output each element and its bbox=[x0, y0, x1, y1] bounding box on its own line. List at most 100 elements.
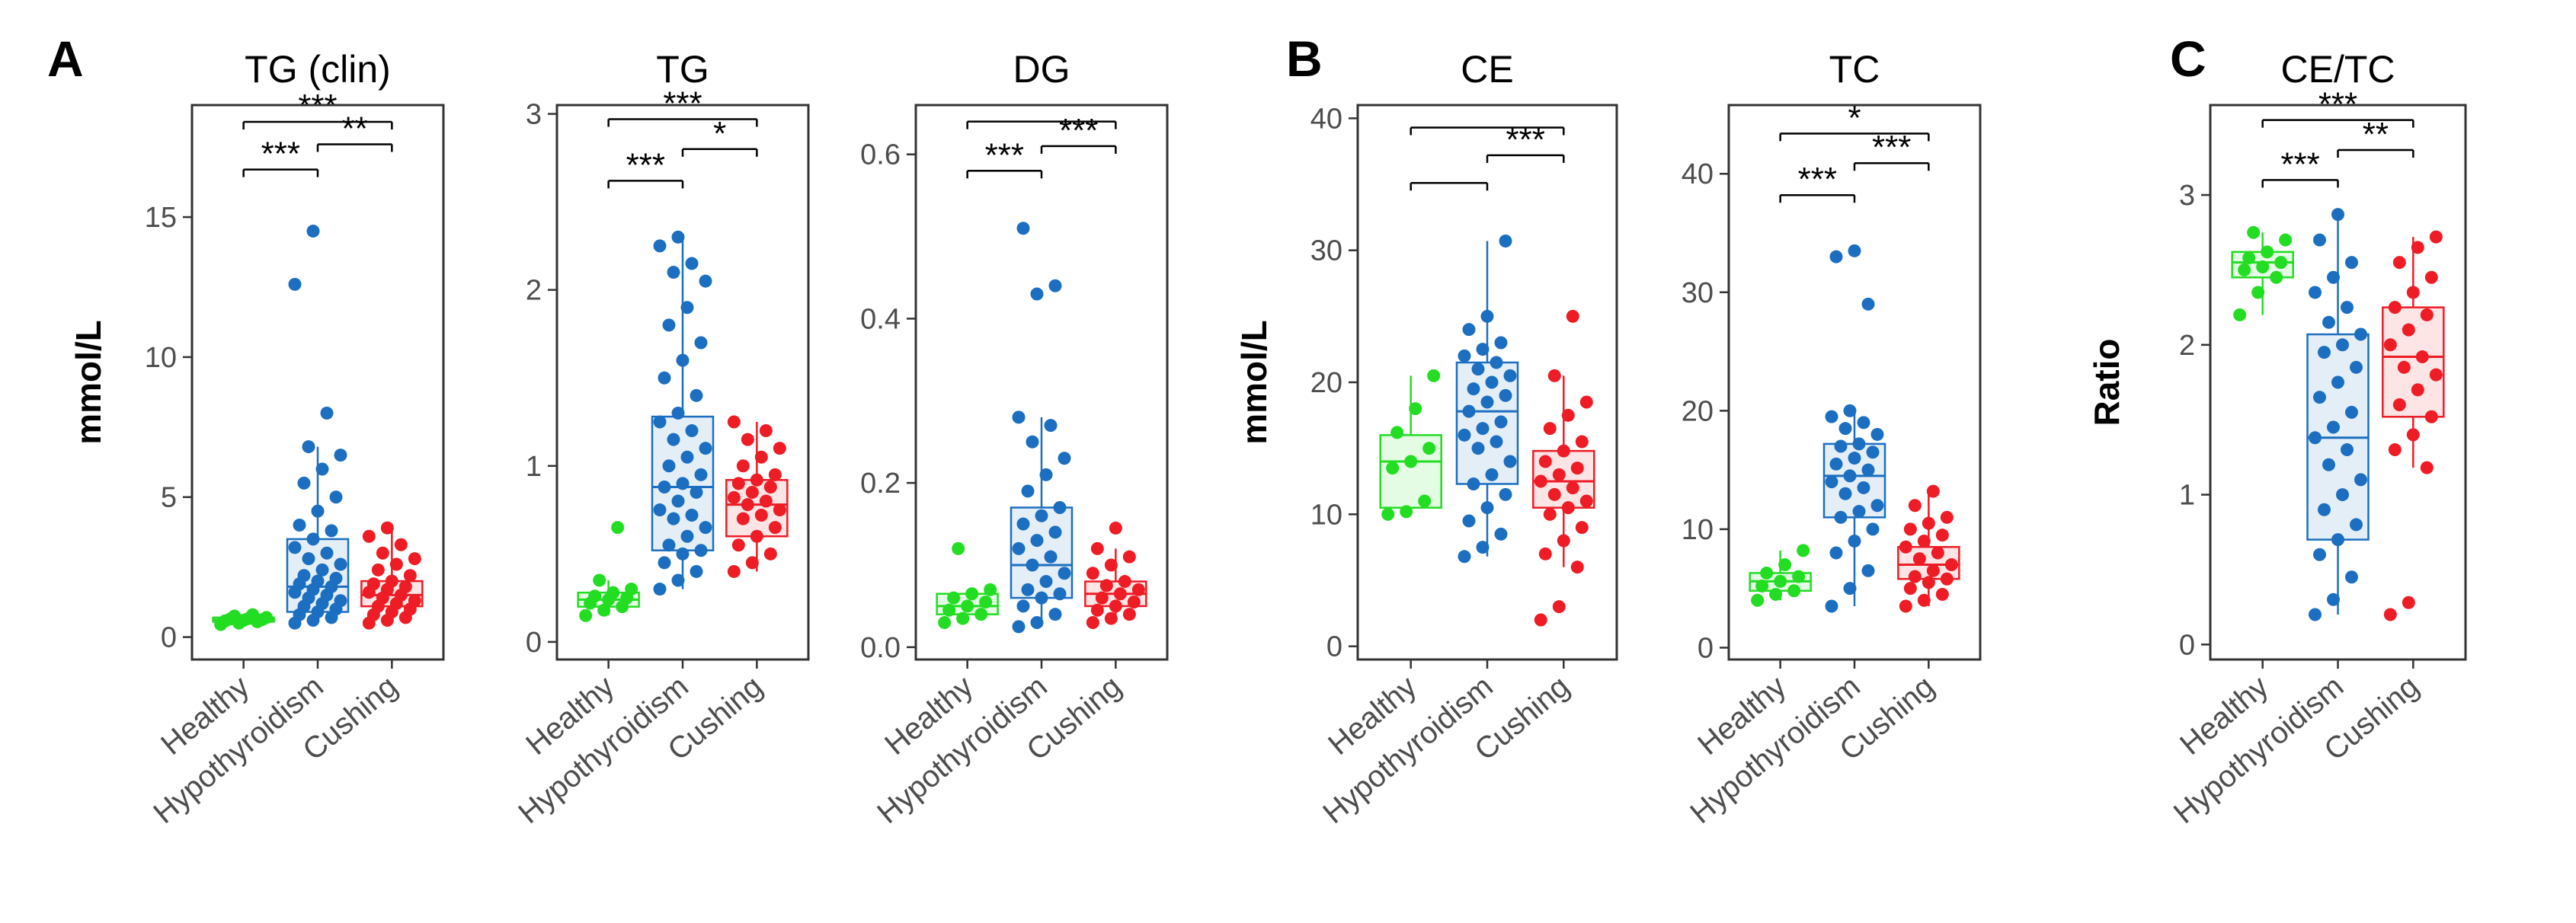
data-point-cushing bbox=[1935, 529, 1949, 542]
data-point-cushing bbox=[1547, 369, 1561, 382]
data-point-hypothyroidism bbox=[1476, 343, 1490, 356]
data-point-hypothyroidism bbox=[667, 433, 680, 446]
data-point-hypothyroidism bbox=[1829, 457, 1843, 471]
data-point-hypothyroidism bbox=[1499, 235, 1512, 248]
data-point-cushing bbox=[1922, 516, 1935, 530]
data-point-healthy bbox=[1755, 580, 1769, 593]
data-point-healthy bbox=[2274, 256, 2288, 270]
data-point-cushing bbox=[1557, 444, 1570, 458]
data-point-hypothyroidism bbox=[2345, 405, 2358, 419]
data-point-cushing bbox=[2402, 323, 2415, 337]
data-point-hypothyroidism bbox=[1852, 505, 1866, 519]
data-point-healthy bbox=[260, 611, 274, 624]
data-point-hypothyroidism bbox=[1458, 550, 1471, 564]
significance-label: * bbox=[713, 115, 726, 152]
data-point-hypothyroidism bbox=[658, 371, 671, 385]
data-point-hypothyroidism bbox=[311, 504, 325, 518]
data-point-healthy bbox=[1787, 584, 1801, 598]
data-point-hypothyroidism bbox=[1458, 349, 1471, 362]
y-tick-label: 3 bbox=[2179, 180, 2195, 212]
data-point-healthy bbox=[588, 589, 602, 603]
data-point-healthy bbox=[1769, 587, 1783, 601]
data-point-healthy bbox=[938, 615, 952, 629]
data-point-cushing bbox=[389, 557, 403, 571]
data-point-hypothyroidism bbox=[1053, 500, 1067, 514]
box-cushing bbox=[2382, 306, 2445, 418]
data-point-hypothyroidism bbox=[1829, 250, 1843, 263]
data-point-hypothyroidism bbox=[1503, 455, 1517, 468]
data-point-hypothyroidism bbox=[2341, 443, 2354, 457]
y-tick-label: 0 bbox=[1326, 631, 1342, 663]
data-point-cushing bbox=[1931, 546, 1944, 560]
data-point-hypothyroidism bbox=[676, 353, 690, 367]
data-point-cushing bbox=[1095, 591, 1109, 605]
data-point-cushing bbox=[1566, 309, 1579, 323]
data-point-cushing bbox=[1940, 572, 1954, 586]
panel-title: CE/TC bbox=[2281, 48, 2395, 91]
y-axis-label: mmol/L bbox=[69, 320, 108, 445]
data-point-hypothyroidism bbox=[1866, 522, 1880, 536]
data-point-hypothyroidism bbox=[2318, 346, 2331, 359]
data-point-hypothyroidism bbox=[2350, 360, 2363, 374]
data-point-hypothyroidism bbox=[297, 476, 311, 490]
data-point-cushing bbox=[1561, 408, 1575, 422]
data-point-cushing bbox=[1131, 583, 1145, 596]
data-point-hypothyroidism bbox=[2309, 431, 2322, 445]
data-point-hypothyroidism bbox=[297, 569, 311, 583]
data-point-hypothyroidism bbox=[1026, 435, 1039, 449]
data-point-cushing bbox=[2429, 368, 2443, 382]
data-point-hypothyroidism bbox=[2318, 503, 2331, 516]
data-point-hypothyroidism bbox=[653, 239, 667, 253]
data-point-hypothyroidism bbox=[1834, 439, 1848, 453]
data-point-cushing bbox=[2397, 360, 2411, 374]
data-point-hypothyroidism bbox=[2327, 270, 2340, 284]
data-point-hypothyroidism bbox=[1861, 463, 1875, 477]
data-point-cushing bbox=[403, 569, 417, 583]
data-point-hypothyroidism bbox=[667, 512, 680, 525]
data-point-hypothyroidism bbox=[671, 406, 685, 420]
data-point-healthy bbox=[246, 608, 260, 621]
data-point-cushing bbox=[1534, 474, 1547, 488]
data-point-cushing bbox=[1579, 395, 1593, 409]
data-point-hypothyroidism bbox=[662, 538, 676, 552]
data-point-cushing bbox=[1534, 613, 1547, 627]
y-tick-label: 0 bbox=[526, 627, 542, 659]
data-point-hypothyroidism bbox=[288, 277, 302, 291]
data-point-hypothyroidism bbox=[1825, 599, 1838, 613]
data-point-cushing bbox=[727, 415, 741, 429]
data-point-healthy bbox=[2238, 263, 2251, 276]
data-point-cushing bbox=[385, 574, 398, 588]
data-point-cushing bbox=[2388, 443, 2402, 457]
data-point-cushing bbox=[1917, 593, 1931, 607]
data-point-hypothyroidism bbox=[653, 503, 667, 517]
data-point-hypothyroidism bbox=[2322, 458, 2335, 471]
data-point-hypothyroidism bbox=[2336, 488, 2349, 502]
significance-label: ** bbox=[342, 110, 368, 147]
data-point-healthy bbox=[2247, 225, 2261, 239]
data-point-hypothyroidism bbox=[288, 541, 302, 554]
data-point-hypothyroidism bbox=[1039, 575, 1053, 589]
data-point-hypothyroidism bbox=[694, 336, 708, 350]
data-point-cushing bbox=[1113, 587, 1127, 601]
data-point-cushing bbox=[366, 577, 380, 591]
data-point-hypothyroidism bbox=[699, 442, 712, 455]
significance-label: *** bbox=[663, 85, 702, 122]
data-point-hypothyroidism bbox=[2331, 208, 2344, 222]
data-point-hypothyroidism bbox=[1494, 336, 1508, 350]
data-point-hypothyroidism bbox=[1471, 442, 1485, 455]
data-point-cushing bbox=[1552, 600, 1566, 614]
data-point-cushing bbox=[773, 503, 786, 517]
data-point-cushing bbox=[2411, 241, 2424, 254]
data-point-hypothyroidism bbox=[1490, 435, 1503, 449]
data-point-healthy bbox=[1390, 426, 1404, 439]
data-point-cushing bbox=[2402, 596, 2415, 609]
data-point-cushing bbox=[1935, 587, 1949, 601]
data-point-hypothyroidism bbox=[680, 529, 694, 543]
data-point-hypothyroidism bbox=[2336, 338, 2349, 352]
data-point-cushing bbox=[741, 498, 754, 512]
data-point-hypothyroidism bbox=[325, 524, 338, 538]
data-point-healthy bbox=[1774, 574, 1787, 588]
y-tick-label: 30 bbox=[1310, 235, 1342, 267]
data-point-healthy bbox=[1422, 442, 1436, 455]
significance-label: *** bbox=[2280, 145, 2319, 183]
